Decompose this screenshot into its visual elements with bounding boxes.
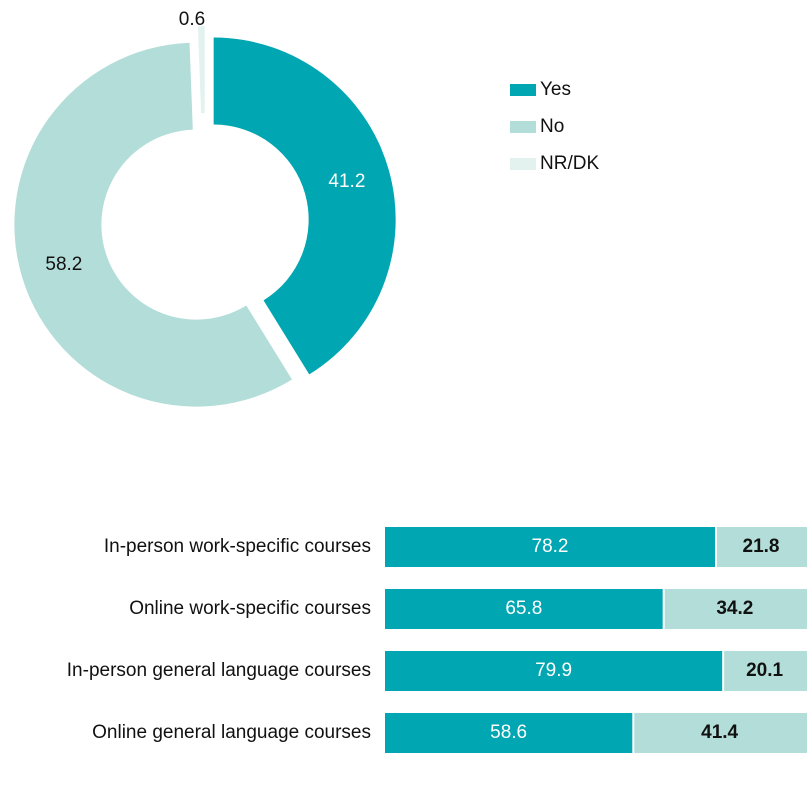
bar-segment [385, 527, 716, 567]
category-label: Online work-specific courses [129, 598, 371, 619]
category-label: Online general language courses [92, 722, 371, 743]
bar-value-label: 41.4 [701, 722, 738, 743]
legend-swatch [510, 121, 536, 133]
donut-slice [197, 26, 205, 114]
slice-label: 0.6 [179, 9, 205, 30]
donut-slice [213, 37, 396, 375]
bar-segment [385, 713, 633, 753]
legend-label: NR/DK [540, 153, 599, 174]
bar-value-label: 20.1 [746, 660, 783, 681]
bar-segment [634, 713, 807, 753]
bar-value-label: 21.8 [743, 536, 780, 557]
legend-label: No [540, 116, 564, 137]
donut-slice [14, 42, 292, 407]
legend-swatch [510, 158, 536, 170]
legend-swatch [510, 84, 536, 96]
bar-value-label: 65.8 [505, 598, 542, 619]
bar-segment [724, 651, 807, 691]
legend-label: Yes [540, 79, 571, 100]
bar-segment [385, 589, 663, 629]
bar-value-label: 34.2 [716, 598, 753, 619]
bar-segment [385, 651, 723, 691]
category-label: In-person general language courses [67, 660, 371, 681]
slice-label: 41.2 [328, 171, 365, 192]
bar-value-label: 78.2 [532, 536, 569, 557]
category-label: In-person work-specific courses [104, 536, 371, 557]
bar-segment [717, 527, 807, 567]
bar-segment [664, 589, 807, 629]
bar-value-label: 58.6 [490, 722, 527, 743]
slice-label: 58.2 [45, 254, 82, 275]
bar-value-label: 79.9 [535, 660, 572, 681]
